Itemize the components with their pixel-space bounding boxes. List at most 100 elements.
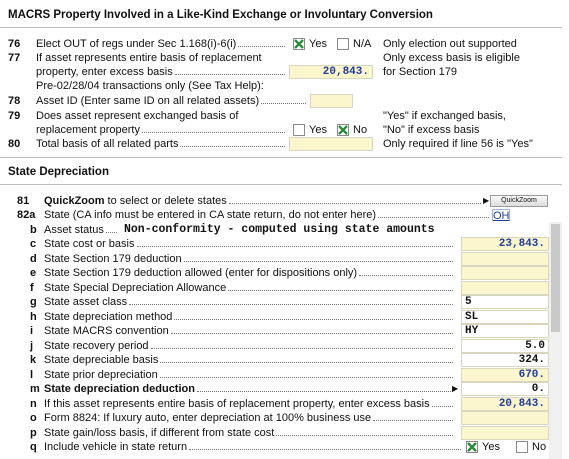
line-letter: f bbox=[30, 281, 34, 294]
status-value: Non-conformity - computed using state am… bbox=[124, 222, 435, 236]
leader bbox=[276, 434, 453, 436]
note: "Yes" if exchanged basis, bbox=[383, 110, 506, 122]
option-label: No bbox=[532, 440, 547, 453]
label-text: State Special Depreciation Allowance bbox=[44, 281, 227, 294]
label-text: State (CA info must be entered in CA sta… bbox=[44, 209, 377, 222]
label: State recovery period bbox=[44, 339, 456, 353]
label-text: If this asset represents entire basis of… bbox=[44, 397, 430, 410]
leader bbox=[136, 246, 453, 248]
label: If asset represents entire basis of repl… bbox=[36, 52, 262, 64]
leader bbox=[141, 132, 285, 133]
checkbox[interactable] bbox=[337, 124, 349, 136]
leader bbox=[150, 347, 453, 349]
label: replacement property bbox=[36, 123, 288, 137]
leader bbox=[180, 146, 285, 147]
checkbox[interactable] bbox=[466, 440, 478, 453]
label: State asset class bbox=[44, 295, 456, 309]
divider bbox=[0, 157, 562, 158]
label: Asset ID (Enter same ID on all related a… bbox=[36, 94, 309, 108]
label-text: Total basis of all related parts bbox=[36, 138, 179, 150]
input-field[interactable] bbox=[461, 251, 549, 266]
label: State depreciation deduction bbox=[44, 382, 456, 396]
label-text: State cost or basis bbox=[44, 238, 135, 251]
section-title: State Depreciation bbox=[8, 166, 109, 178]
label: Pre-02/28/04 transactions only (See Tax … bbox=[36, 80, 264, 92]
input-field[interactable]: 5.0 bbox=[461, 338, 549, 353]
input-field[interactable] bbox=[310, 94, 353, 108]
leader bbox=[359, 275, 453, 277]
leader bbox=[228, 289, 453, 291]
label: State depreciable basis bbox=[44, 353, 456, 367]
label: State cost or basis bbox=[44, 237, 456, 251]
option-label: Yes bbox=[482, 440, 500, 453]
divider bbox=[0, 27, 562, 28]
scrollbar[interactable] bbox=[549, 222, 562, 459]
input-field[interactable] bbox=[289, 137, 373, 151]
note: for Section 179 bbox=[383, 66, 457, 78]
checkbox[interactable] bbox=[293, 38, 305, 50]
label-text: State prior depreciation bbox=[44, 368, 158, 381]
label-text: Asset ID (Enter same ID on all related a… bbox=[36, 95, 260, 107]
line-letter: n bbox=[30, 397, 37, 410]
leader bbox=[174, 318, 453, 320]
checkbox[interactable] bbox=[516, 440, 528, 453]
option-label: No bbox=[353, 124, 368, 136]
label-text: State recovery period bbox=[44, 339, 149, 352]
input-field[interactable] bbox=[461, 425, 549, 440]
input-field[interactable]: 5 bbox=[461, 295, 549, 310]
check-mark bbox=[467, 442, 477, 452]
label: State gain/loss basis, if different from… bbox=[44, 426, 456, 440]
scroll-thumb[interactable] bbox=[551, 224, 560, 332]
input-field[interactable]: 0. bbox=[461, 382, 549, 397]
line-number: 79 bbox=[8, 110, 21, 122]
label-text: Include vehicle in state return bbox=[44, 440, 188, 453]
label-text: Form 8824: If luxury auto, enter depreci… bbox=[44, 412, 372, 425]
label: Total basis of all related parts bbox=[36, 137, 288, 151]
leader bbox=[431, 405, 453, 407]
input-field[interactable]: 324. bbox=[461, 353, 549, 368]
option-label: N/A bbox=[353, 38, 372, 50]
label-text: State depreciation method bbox=[44, 310, 173, 323]
label-text: to select or delete states bbox=[107, 195, 227, 207]
input-field[interactable]: SL bbox=[461, 309, 549, 324]
quickzoom-button[interactable]: QuickZoom bbox=[490, 195, 548, 207]
label: State (CA info must be entered in CA sta… bbox=[44, 208, 492, 222]
label-text: State depreciation deduction bbox=[44, 383, 195, 396]
note: Only required if line 56 is "Yes" bbox=[383, 138, 533, 150]
input-field[interactable] bbox=[461, 266, 549, 281]
input-field[interactable]: 20,843. bbox=[289, 65, 373, 79]
label-text: replacement property bbox=[36, 124, 140, 136]
label: Does asset represent exchanged basis of bbox=[36, 110, 239, 122]
label: Form 8824: If luxury auto, enter depreci… bbox=[44, 411, 456, 425]
input-field[interactable] bbox=[461, 280, 549, 295]
note: Only excess basis is eligible bbox=[383, 52, 520, 64]
input-field[interactable]: 23,843. bbox=[461, 237, 549, 252]
input-field[interactable]: 670. bbox=[461, 367, 549, 382]
label: Asset status bbox=[44, 223, 120, 237]
checkbox[interactable] bbox=[293, 124, 305, 136]
check-mark bbox=[294, 39, 304, 49]
line-letter: l bbox=[30, 368, 34, 381]
label: State prior depreciation bbox=[44, 368, 456, 382]
label-text: State depreciable basis bbox=[44, 354, 159, 367]
label: property, enter excess basis bbox=[36, 65, 288, 79]
label-text: State Section 179 deduction allowed (ent… bbox=[44, 267, 358, 280]
leader bbox=[129, 304, 453, 306]
input-field[interactable]: HY bbox=[461, 324, 549, 339]
line-letter: d bbox=[30, 252, 37, 265]
label-text: State gain/loss basis, if different from… bbox=[44, 426, 275, 439]
input-field[interactable] bbox=[461, 411, 549, 426]
arrow: ▶ bbox=[452, 384, 459, 394]
leader bbox=[174, 74, 285, 75]
divider bbox=[0, 184, 562, 185]
label-bold: QuickZoom bbox=[44, 195, 105, 207]
label: State depreciation method bbox=[44, 310, 456, 324]
input-field[interactable]: 20,843. bbox=[461, 396, 549, 411]
checkbox[interactable] bbox=[337, 38, 349, 50]
leader bbox=[196, 391, 453, 393]
input-field[interactable]: OH bbox=[492, 209, 510, 223]
leader bbox=[160, 362, 453, 364]
leader bbox=[261, 103, 306, 104]
label: QuickZoom to select or delete states bbox=[44, 194, 484, 208]
